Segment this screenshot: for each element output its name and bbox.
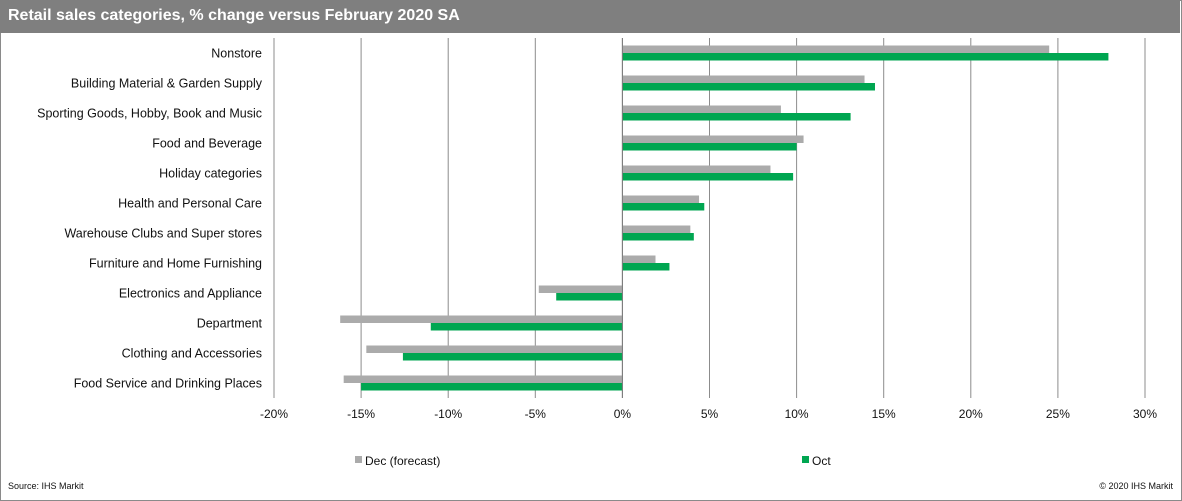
bar-oct bbox=[402, 353, 623, 361]
bar-dec-forecast bbox=[340, 315, 623, 323]
category-label: Sporting Goods, Hobby, Book and Music bbox=[37, 107, 262, 121]
bar-oct bbox=[622, 263, 670, 271]
x-tick-label: -5% bbox=[525, 407, 547, 421]
bar-dec-forecast bbox=[622, 165, 771, 173]
bar-oct bbox=[622, 113, 851, 121]
bar-oct bbox=[622, 83, 875, 91]
x-tick-label: -10% bbox=[434, 407, 462, 421]
bar-dec-forecast bbox=[622, 195, 700, 203]
x-tick-label: -15% bbox=[347, 407, 375, 421]
bar-dec-forecast bbox=[622, 75, 865, 83]
bar-dec-forecast bbox=[622, 255, 656, 263]
category-label: Food Service and Drinking Places bbox=[74, 377, 262, 391]
x-tick-label: -20% bbox=[260, 407, 288, 421]
category-label: Building Material & Garden Supply bbox=[71, 77, 263, 91]
bar-dec-forecast bbox=[538, 285, 623, 293]
bar-dec-forecast bbox=[622, 105, 781, 113]
legend-swatch bbox=[802, 456, 809, 463]
bar-dec-forecast bbox=[343, 375, 623, 383]
legend-swatch bbox=[355, 456, 362, 463]
x-tick-label: 10% bbox=[785, 407, 809, 421]
x-tick-label: 15% bbox=[872, 407, 896, 421]
bar-dec-forecast bbox=[622, 225, 691, 233]
category-label: Electronics and Appliance bbox=[119, 287, 262, 301]
category-label: Health and Personal Care bbox=[118, 197, 262, 211]
bar-oct bbox=[622, 143, 797, 151]
category-label: Warehouse Clubs and Super stores bbox=[64, 227, 262, 241]
copyright-note: © 2020 IHS Markit bbox=[1099, 481, 1173, 491]
x-tick-label: 20% bbox=[959, 407, 983, 421]
title-bar: Retail sales categories, % change versus… bbox=[0, 0, 1180, 33]
category-label: Food and Beverage bbox=[152, 137, 262, 151]
bar-oct bbox=[361, 383, 623, 391]
category-label: Nonstore bbox=[211, 47, 262, 61]
x-tick-label: 0% bbox=[614, 407, 632, 421]
bar-oct bbox=[622, 233, 694, 241]
x-tick-label: 30% bbox=[1133, 407, 1157, 421]
bar-oct bbox=[622, 173, 794, 181]
category-label: Clothing and Accessories bbox=[122, 347, 262, 361]
legend-label: Oct bbox=[812, 454, 831, 468]
category-label: Furniture and Home Furnishing bbox=[89, 257, 262, 271]
bar-oct bbox=[556, 293, 623, 301]
x-tick-label: 5% bbox=[701, 407, 719, 421]
source-note: Source: IHS Markit bbox=[8, 481, 84, 491]
x-tick-label: 25% bbox=[1046, 407, 1070, 421]
bar-dec-forecast bbox=[622, 135, 804, 143]
bar-dec-forecast bbox=[622, 45, 1050, 53]
category-label: Department bbox=[197, 317, 263, 331]
category-label: Holiday categories bbox=[159, 167, 262, 181]
chart-title: Retail sales categories, % change versus… bbox=[8, 7, 460, 24]
bar-oct bbox=[622, 203, 705, 211]
bar-oct bbox=[430, 323, 623, 331]
bar-dec-forecast bbox=[366, 345, 623, 353]
bar-oct bbox=[622, 53, 1109, 61]
legend-label: Dec (forecast) bbox=[365, 454, 440, 468]
